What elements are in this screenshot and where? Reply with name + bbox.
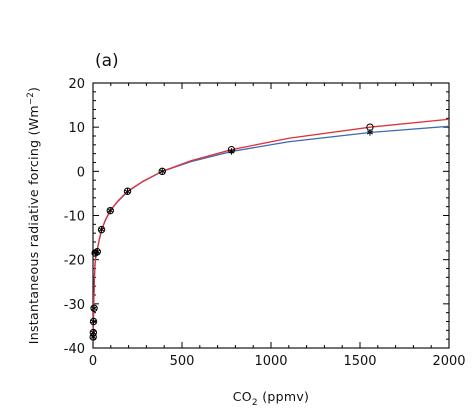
- y-tick-label: -20: [64, 254, 85, 269]
- y-tick-label: 0: [77, 165, 85, 180]
- y-tick-label: 10: [68, 121, 85, 136]
- y-axis-title-end: ): [26, 87, 41, 92]
- fit-curve: [92, 118, 450, 342]
- asterisk-marker: [107, 207, 114, 214]
- x-tick-label: 2000: [432, 354, 465, 369]
- asterisk-marker: [98, 226, 105, 233]
- y-tick-label: -30: [64, 298, 85, 313]
- asterisk-marker: [91, 305, 98, 312]
- x-tick-label: 1500: [343, 354, 376, 369]
- asterisk-marker: [124, 188, 131, 195]
- x-tick-label: 0: [89, 354, 97, 369]
- y-tick-label: -10: [64, 210, 85, 225]
- x-tick-label: 1000: [254, 354, 287, 369]
- y-axis-title: Instantaneous radiative forcing (Wm−2): [26, 87, 41, 344]
- y-axis-title-superscript: −2: [26, 92, 36, 105]
- fit-curves: [92, 118, 450, 342]
- fit-curve: [92, 125, 450, 342]
- asterisk-marker: [90, 329, 97, 336]
- x-axis-title: CO2 (ppmv): [233, 389, 309, 408]
- x-tick-label: 500: [170, 354, 195, 369]
- x-axis-title-unit: (ppmv): [258, 389, 309, 404]
- asterisk-marker: [90, 318, 97, 325]
- data-markers: [89, 123, 374, 341]
- asterisk-marker: [228, 148, 235, 155]
- asterisk-marker: [94, 248, 101, 255]
- y-tick-label: -40: [64, 342, 85, 357]
- panel-label: (a): [95, 51, 119, 71]
- asterisk-marker: [159, 168, 166, 175]
- y-axis-title-main: Instantaneous radiative forcing (Wm: [26, 105, 41, 344]
- plot-frame: [92, 82, 450, 349]
- plot-area: [89, 82, 450, 349]
- tick-labels: 0 500 1000 1500 2000 -40 -30 -20 -10 0 10 20: [64, 77, 466, 369]
- x-axis-title-main: CO: [233, 389, 252, 404]
- axis-ticks: [92, 82, 450, 349]
- y-tick-label: 20: [68, 77, 85, 92]
- x-axis-title-subscript: 2: [252, 398, 258, 408]
- asterisk-marker: [366, 129, 374, 136]
